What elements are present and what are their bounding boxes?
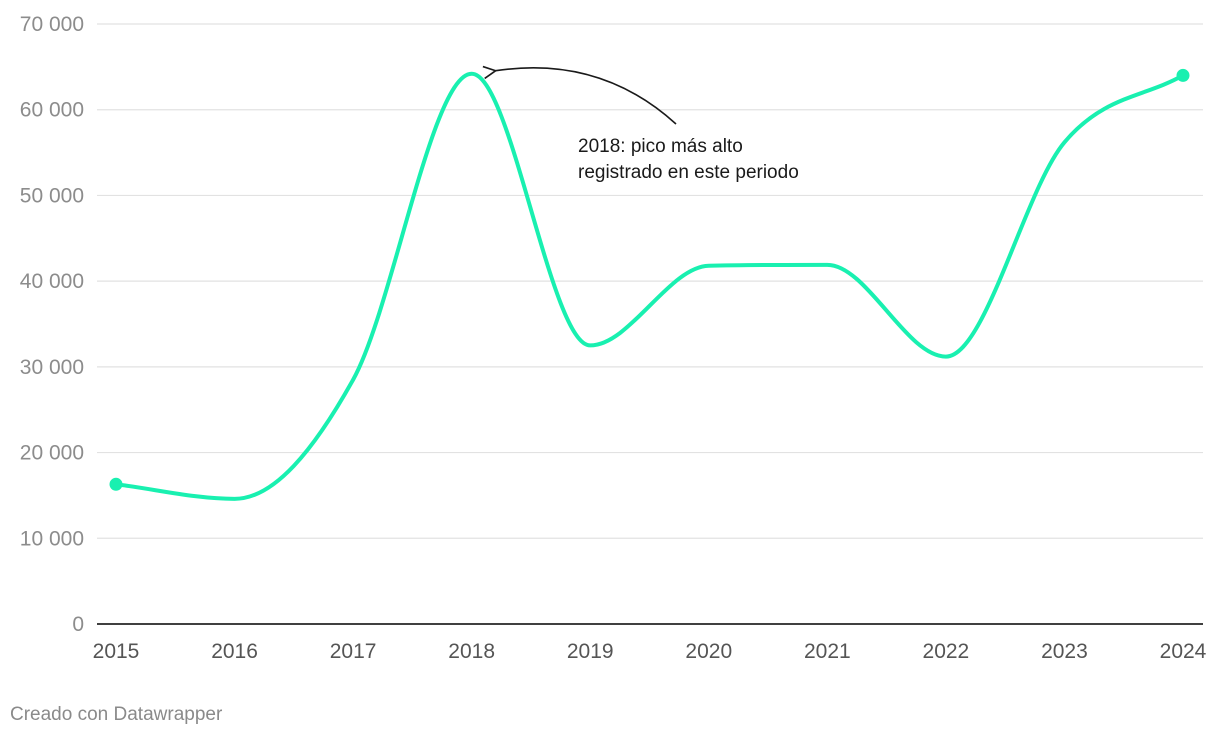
annotation-line-1: 2018: pico más alto [578,136,743,157]
y-tick-label: 30 000 [20,356,84,379]
series-endpoint [1176,68,1190,82]
x-tick-label: 2016 [211,640,258,663]
x-tick-label: 2023 [1041,640,1088,663]
credit-text: Creado con Datawrapper [10,704,223,725]
y-axis-tick-labels: 0 10 000 20 000 30 000 40 000 50 000 60 000 70 … [20,13,84,636]
x-tick-label: 2021 [804,640,851,663]
annotation-line-2: registrado en este periodo [578,162,799,183]
x-tick-label: 2022 [923,640,970,663]
series-line [114,71,1185,501]
y-tick-label: 0 [72,613,84,636]
x-tick-label: 2024 [1160,640,1207,663]
x-axis-tick-labels: 2015 2016 2017 2018 2019 2020 2021 2022 2023 2024 [93,640,1207,663]
x-tick-label: 2017 [330,640,377,663]
x-tick-label: 2018 [448,640,495,663]
series-endpoint [109,477,123,491]
gridlines [97,23,1203,539]
x-tick-label: 2015 [93,640,140,663]
y-tick-label: 70 000 [20,13,84,36]
y-tick-label: 20 000 [20,442,84,465]
x-tick-label: 2019 [567,640,614,663]
y-tick-label: 50 000 [20,184,84,207]
y-tick-label: 10 000 [20,527,84,550]
annotation-arrow [496,68,677,125]
y-tick-label: 40 000 [20,270,84,293]
y-tick-label: 60 000 [20,99,84,122]
x-tick-label: 2020 [685,640,732,663]
series-endpoints [109,68,1190,491]
